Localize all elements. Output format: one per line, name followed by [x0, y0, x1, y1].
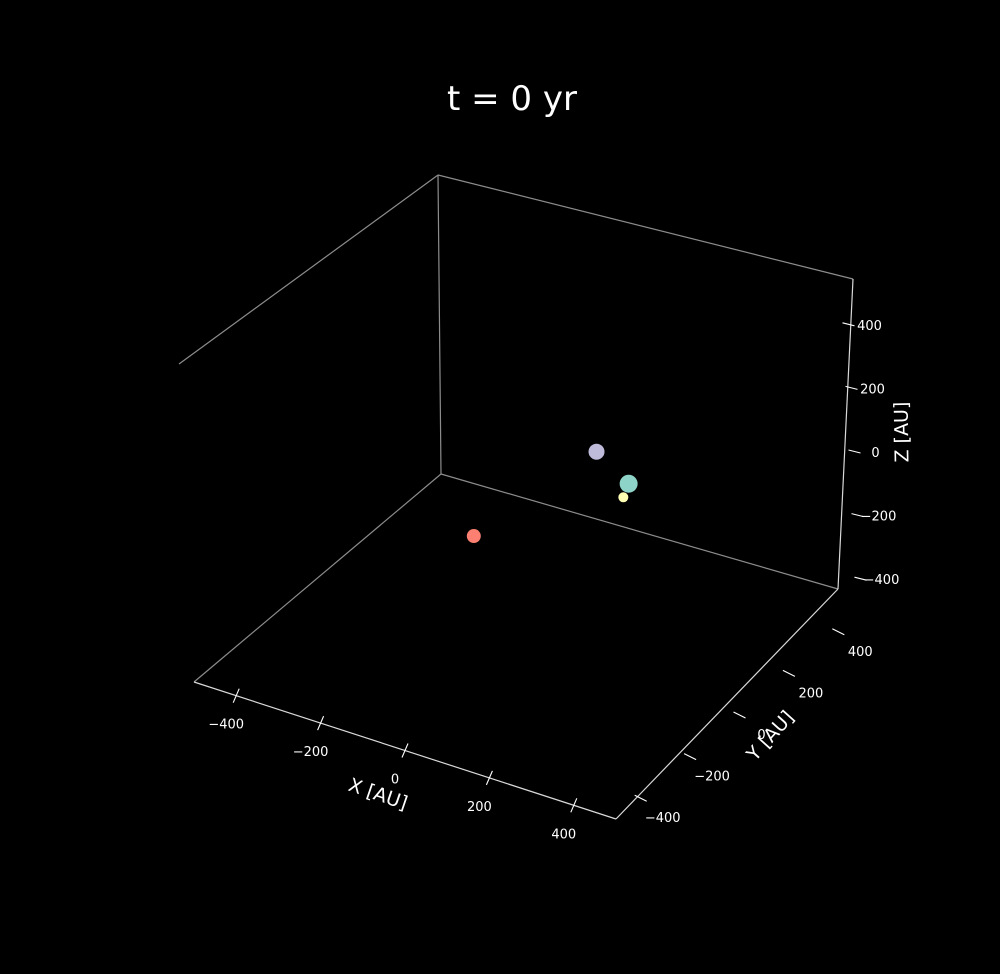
y-axis-line [615, 588, 839, 820]
y-tick-mark [782, 669, 796, 677]
axis-ticks: −400 −200 0 200 400 −400 −200 0 200 400 −400 −200 0 2… [208, 319, 899, 843]
z-axis-line [837, 278, 854, 590]
x-tick-mark [485, 770, 493, 786]
z-tick-mark [842, 322, 855, 327]
x-tick-mark [570, 798, 578, 813]
x-tick-mark [401, 743, 409, 758]
pane-edge-floor-left [193, 473, 442, 683]
y-tick-label: 400 [848, 645, 873, 660]
axes-pane-edges [178, 174, 854, 683]
x-tick-label: 200 [467, 800, 492, 815]
z-tick-label: −200 [861, 510, 897, 525]
y-tick-mark [733, 711, 746, 719]
data-point [588, 443, 605, 460]
chart-title: t = 0 yr [447, 79, 577, 119]
data-points [466, 443, 638, 544]
z-tick-mark [851, 513, 864, 518]
y-tick-label: 0 [757, 728, 765, 743]
x-tick-label: −400 [208, 718, 244, 733]
y-tick-label: 200 [798, 686, 823, 701]
x-tick-label: −200 [293, 745, 329, 760]
y-tick-mark [832, 628, 845, 636]
z-tick-mark [845, 385, 858, 390]
z-tick-mark [848, 449, 861, 454]
pane-edge-top-right [437, 174, 854, 280]
y-tick-label: −200 [694, 770, 730, 785]
x-tick-label: 0 [391, 773, 399, 788]
pane-edge-top-left [178, 174, 439, 365]
pane-edge-floor-back [440, 473, 839, 590]
y-tick-label: −400 [645, 811, 681, 826]
y-tick-mark [634, 794, 647, 802]
data-point [619, 474, 638, 493]
y-tick-mark [683, 753, 697, 761]
pane-edge-back-vertical [437, 174, 442, 475]
x-tick-label: 400 [551, 827, 576, 842]
z-tick-label: 400 [857, 319, 882, 334]
x-tick-mark [317, 715, 325, 731]
z-tick-label: −400 [864, 573, 900, 588]
x-tick-mark [232, 688, 240, 703]
data-point [618, 492, 629, 503]
z-axis-label: Z [AU] [890, 402, 913, 463]
z-tick-label: 0 [871, 446, 879, 461]
data-point [466, 529, 481, 544]
z-tick-label: 200 [860, 382, 885, 397]
z-tick-mark [854, 576, 867, 581]
